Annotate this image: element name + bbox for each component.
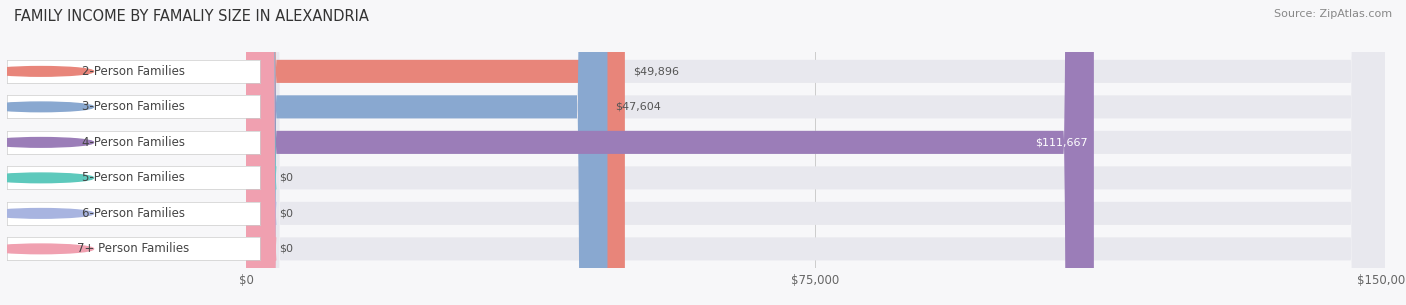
Text: $47,604: $47,604 (616, 102, 661, 112)
FancyBboxPatch shape (240, 0, 277, 305)
Circle shape (0, 102, 94, 112)
Circle shape (0, 244, 94, 254)
Text: FAMILY INCOME BY FAMALIY SIZE IN ALEXANDRIA: FAMILY INCOME BY FAMALIY SIZE IN ALEXAND… (14, 9, 368, 24)
Text: $0: $0 (278, 173, 292, 183)
Circle shape (0, 209, 94, 218)
FancyBboxPatch shape (246, 0, 1385, 305)
Text: Source: ZipAtlas.com: Source: ZipAtlas.com (1274, 9, 1392, 19)
FancyBboxPatch shape (246, 0, 624, 305)
Circle shape (0, 173, 94, 183)
FancyBboxPatch shape (246, 0, 1094, 305)
FancyBboxPatch shape (240, 0, 277, 305)
Text: $0: $0 (278, 244, 292, 254)
Text: 7+ Person Families: 7+ Person Families (77, 242, 190, 255)
Text: 2-Person Families: 2-Person Families (82, 65, 186, 78)
Text: 4-Person Families: 4-Person Families (82, 136, 186, 149)
Circle shape (0, 138, 94, 147)
FancyBboxPatch shape (246, 0, 1385, 305)
Text: 6-Person Families: 6-Person Families (82, 207, 186, 220)
Circle shape (0, 66, 94, 76)
FancyBboxPatch shape (246, 0, 1385, 305)
FancyBboxPatch shape (240, 0, 277, 305)
FancyBboxPatch shape (246, 0, 1385, 305)
FancyBboxPatch shape (246, 0, 1385, 305)
FancyBboxPatch shape (246, 0, 607, 305)
Text: $0: $0 (278, 208, 292, 218)
Text: 5-Person Families: 5-Person Families (82, 171, 186, 185)
Text: 3-Person Families: 3-Person Families (82, 100, 186, 113)
Text: $49,896: $49,896 (633, 66, 679, 76)
Text: $111,667: $111,667 (1036, 137, 1088, 147)
FancyBboxPatch shape (246, 0, 1385, 305)
